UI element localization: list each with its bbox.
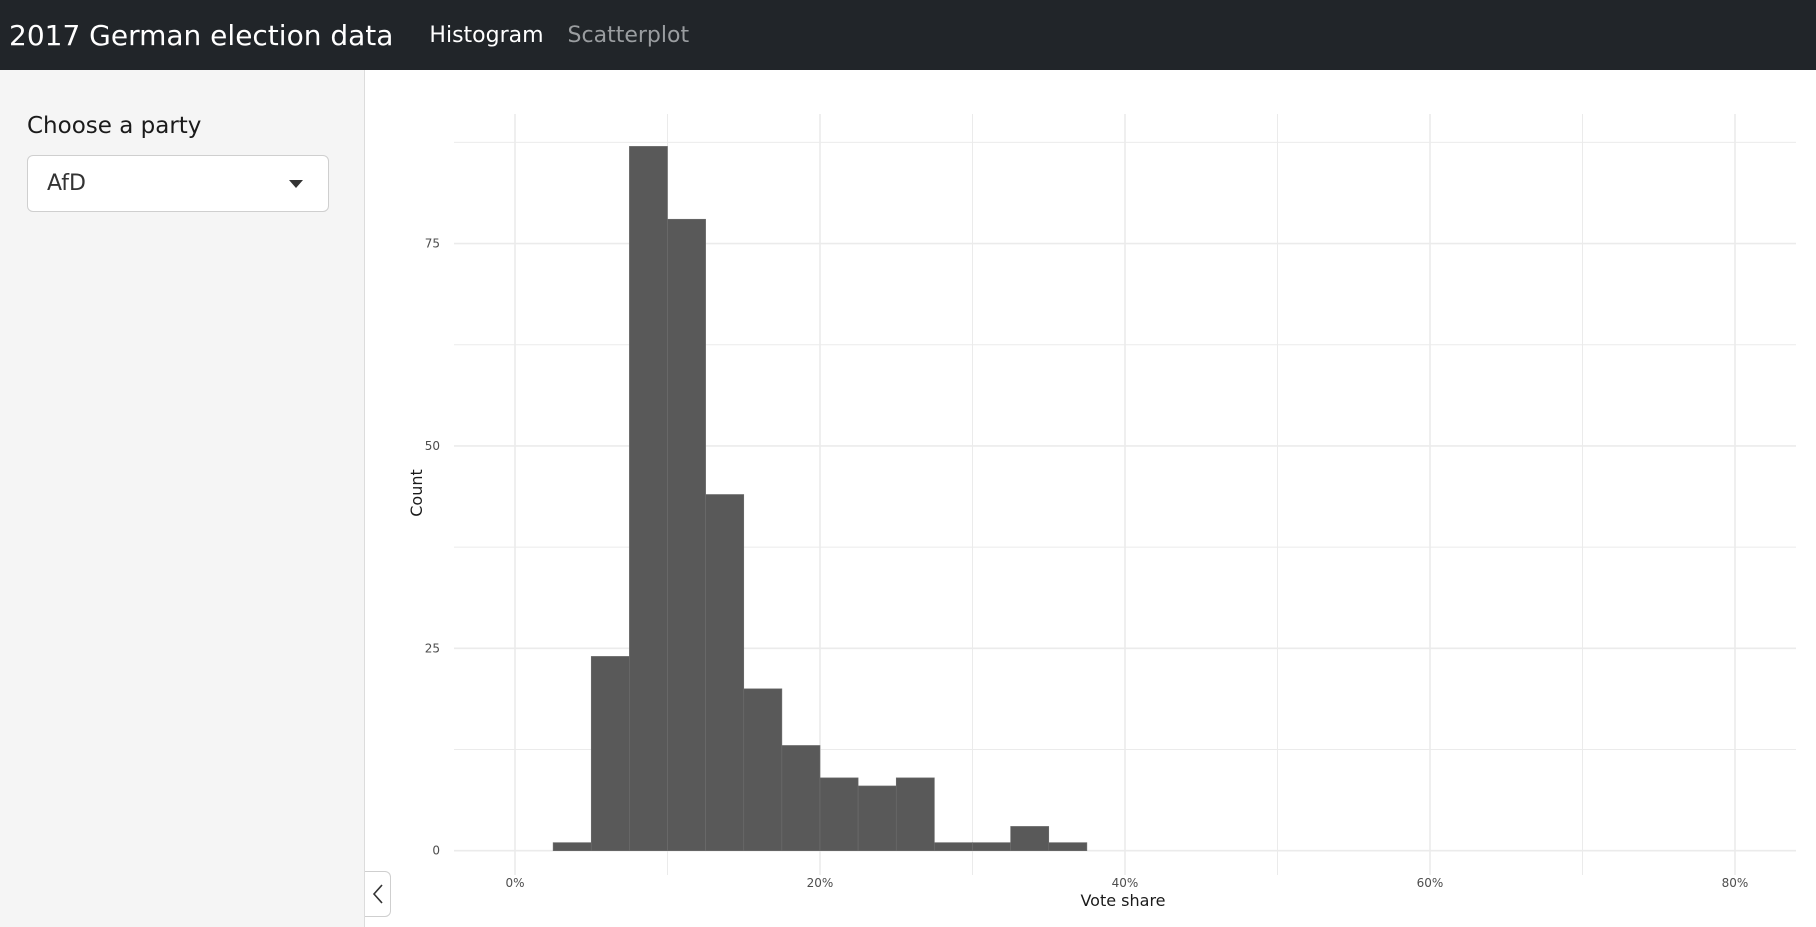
histogram-bars: [552, 146, 1088, 852]
histogram-bar: [781, 745, 821, 852]
histogram-bar: [552, 842, 592, 852]
main-panel: 0 25 50 75 0% 20% 40% 60% 80% Count Vote share: [366, 70, 1816, 927]
histogram-bar: [972, 842, 1011, 852]
x-tick-label: 40%: [1112, 876, 1139, 890]
histogram-bar: [819, 777, 859, 852]
tab-histogram[interactable]: Histogram: [429, 22, 544, 48]
histogram-bar: [857, 785, 897, 852]
y-axis-ticks: 0 25 50 75: [425, 237, 440, 858]
navbar: 2017 German election data Histogram Scat…: [0, 0, 1816, 70]
y-axis-label: Count: [407, 469, 426, 517]
caret-down-icon: [289, 180, 303, 188]
histogram-bar: [1010, 826, 1050, 852]
y-tick-label: 50: [425, 439, 440, 453]
party-select-value: AfD: [47, 171, 86, 196]
x-tick-label: 20%: [807, 876, 834, 890]
x-tick-label: 0%: [505, 876, 524, 890]
histogram-bar: [934, 842, 973, 852]
x-tick-label: 60%: [1417, 876, 1444, 890]
histogram-bar: [629, 146, 668, 852]
histogram-chart: 0 25 50 75 0% 20% 40% 60% 80% Count Vote share: [407, 114, 1796, 910]
app-title: 2017 German election data: [9, 18, 394, 52]
tab-scatterplot[interactable]: Scatterplot: [567, 22, 690, 48]
party-select-label: Choose a party: [27, 113, 202, 139]
sidebar: Choose a party AfD: [0, 70, 365, 927]
party-select[interactable]: AfD: [27, 155, 329, 212]
y-tick-label: 0: [432, 844, 440, 858]
y-tick-label: 25: [425, 641, 440, 655]
histogram-bar: [667, 218, 706, 852]
chevron-left-icon: [372, 884, 383, 904]
histogram-bar: [1048, 842, 1088, 852]
y-tick-label: 75: [425, 237, 440, 251]
histogram-bar: [705, 494, 745, 852]
sidebar-collapse-button[interactable]: [365, 871, 391, 917]
x-axis-ticks: 0% 20% 40% 60% 80%: [505, 876, 1748, 890]
histogram-bar: [895, 777, 935, 852]
histogram-bar: [743, 688, 783, 852]
histogram-bar: [590, 656, 630, 852]
x-tick-label: 80%: [1722, 876, 1749, 890]
x-axis-label: Vote share: [1080, 891, 1165, 910]
